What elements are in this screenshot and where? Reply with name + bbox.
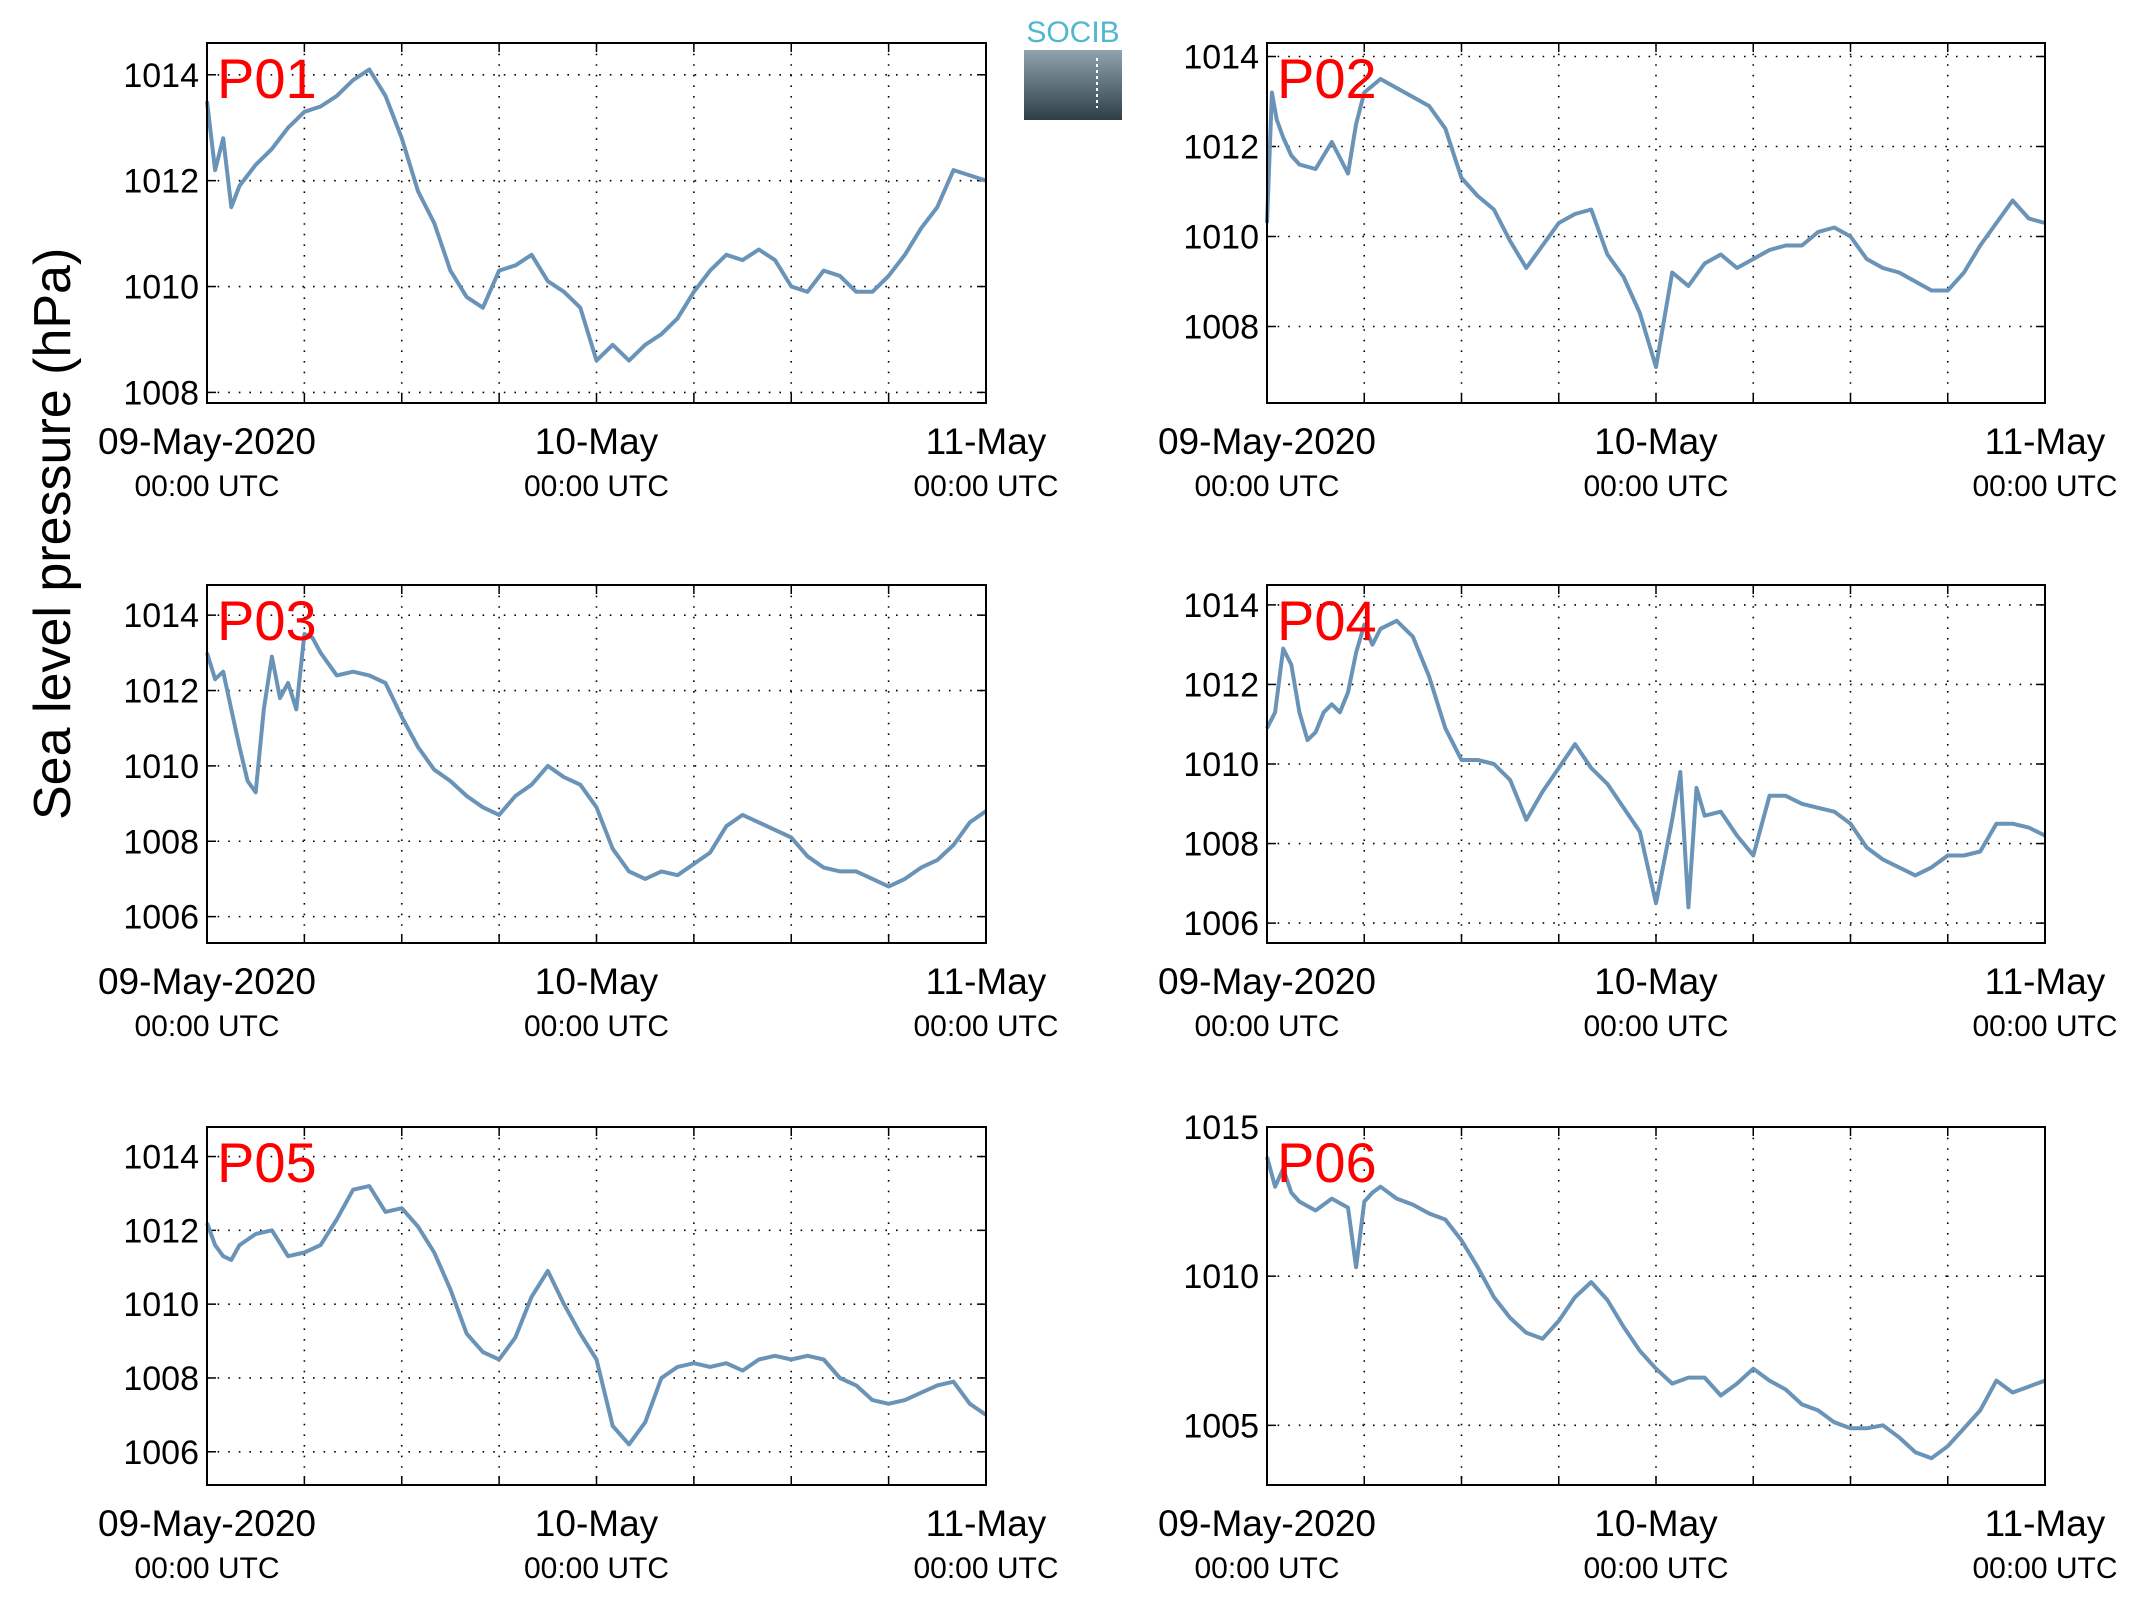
y-tick-label: 1006 [123,899,199,937]
x-tick-label-time: 00:00 UTC [1583,470,1728,503]
y-tick-label: 1012 [123,163,199,201]
x-tick-label-time: 00:00 UTC [1972,1010,2117,1043]
plot-frame [206,1126,987,1486]
plot-frame [1266,584,2046,944]
panel-p02: 1008 1010 1012 1014 09-May-2020 00:00 UTC 10-M… [1158,39,2118,504]
y-tick-label: 1015 [1183,1109,1259,1147]
y-tick-label: 1014 [123,1139,199,1177]
x-tick-label-time: 00:00 UTC [134,1552,279,1585]
y-tick-label: 1012 [123,673,199,711]
panel-label: P01 [217,47,317,110]
y-tick-label: 1014 [1183,39,1259,77]
x-tick-label-time: 00:00 UTC [1972,470,2117,503]
x-tick-label-date: 11-May [1985,421,2106,462]
series-line-p01 [205,67,987,363]
x-tick-label-date: 10-May [535,1503,659,1544]
y-tick-label: 1010 [123,1286,199,1324]
panel-p03: 1006 1008 1010 1012 1014 09-May-2020 00:00 UTC… [98,584,1059,1043]
y-tick-label: 1008 [123,374,199,412]
x-tick-label-date: 11-May [1985,961,2106,1002]
y-tick-label: 1014 [123,597,199,635]
y-tick-label: 1006 [123,1434,199,1472]
socib-logo: SOCIB [1024,16,1122,120]
x-tick-label-date: 11-May [926,421,1047,462]
y-tick-label: 1010 [1183,746,1259,784]
x-tick-label-time: 00:00 UTC [1194,1552,1339,1585]
logo-text: SOCIB [1026,16,1119,49]
x-tick-label-date: 09-May-2020 [1158,1503,1376,1544]
x-tick-label-date: 09-May-2020 [98,961,316,1002]
y-tick-label: 1012 [1183,129,1259,167]
y-tick-label: 1008 [1183,826,1259,864]
panel-label: P03 [217,589,317,652]
x-tick-label-time: 00:00 UTC [134,470,279,503]
x-tick-label-date: 10-May [535,961,659,1002]
x-tick-label-time: 00:00 UTC [1194,470,1339,503]
x-tick-label-date: 11-May [926,1503,1047,1544]
x-tick-label-date: 10-May [1594,1503,1718,1544]
panel-label: P02 [1277,47,1377,110]
x-tick-label-date: 11-May [1985,1503,2106,1544]
x-tick-label-time: 00:00 UTC [913,470,1058,503]
series-line-p02 [1265,77,2046,369]
series-line-p06 [1265,1156,2046,1461]
x-tick-label-date: 09-May-2020 [1158,961,1376,1002]
x-tick-label-time: 00:00 UTC [524,470,669,503]
y-tick-label: 1014 [1183,587,1259,625]
y-tick-label: 1014 [123,57,199,95]
x-tick-label-date: 09-May-2020 [98,421,316,462]
plot-frame [1266,1126,2046,1486]
x-tick-label-time: 00:00 UTC [1583,1552,1728,1585]
y-tick-label: 1005 [1183,1407,1259,1445]
panel-p01: 1008 1010 1012 1014 09-May-2020 00:00 UTC 10-M… [98,42,1059,503]
x-tick-label-date: 09-May-2020 [98,1503,316,1544]
series-line-p05 [205,1184,988,1447]
panel-label: P05 [217,1131,317,1194]
x-tick-label-time: 00:00 UTC [1194,1010,1339,1043]
panel-p05: 1006 1008 1010 1012 1014 09-May-2020 00:00 UTC… [98,1126,1059,1585]
y-tick-label: 1006 [1183,905,1259,943]
y-tick-label: 1008 [123,1360,199,1398]
y-axis-label: Sea level pressure (hPa) [24,248,82,820]
y-tick-label: 1010 [123,748,199,786]
x-tick-label-date: 11-May [926,961,1047,1002]
x-tick-label-time: 00:00 UTC [524,1552,669,1585]
y-tick-label: 1010 [123,269,199,307]
x-tick-label-date: 10-May [535,421,659,462]
x-tick-label-date: 09-May-2020 [1158,421,1376,462]
y-tick-label: 1010 [1183,219,1259,257]
x-tick-label-time: 00:00 UTC [524,1010,669,1043]
panel-p04: 1006 1008 1010 1012 1014 09-May-2020 00:00 UTC… [1158,584,2118,1043]
panel-label: P04 [1277,589,1377,652]
panel-label: P06 [1277,1131,1377,1194]
x-tick-label-date: 10-May [1594,961,1718,1002]
x-tick-label-time: 00:00 UTC [913,1552,1058,1585]
y-tick-label: 1012 [1183,666,1259,704]
y-tick-label: 1008 [123,823,199,861]
panels: 1008 1010 1012 1014 09-May-2020 00:00 UTC 10-M… [98,39,2118,1586]
panel-p06: 1005 1010 1015 09-May-2020 00:00 UTC 10-May 00… [1158,1109,2118,1585]
y-tick-label: 1010 [1183,1258,1259,1296]
plot-frame [206,584,987,944]
x-tick-label-time: 00:00 UTC [913,1010,1058,1043]
x-tick-label-time: 00:00 UTC [134,1010,279,1043]
plot-frame [206,42,987,404]
x-tick-label-time: 00:00 UTC [1972,1552,2117,1585]
series-line-p04 [1265,618,2046,910]
x-tick-label-time: 00:00 UTC [1583,1010,1728,1043]
plot-frame [1266,42,2046,404]
x-tick-label-date: 10-May [1594,421,1718,462]
y-tick-label: 1008 [1183,309,1259,347]
y-tick-label: 1012 [123,1212,199,1250]
series-line-p03 [205,632,988,889]
